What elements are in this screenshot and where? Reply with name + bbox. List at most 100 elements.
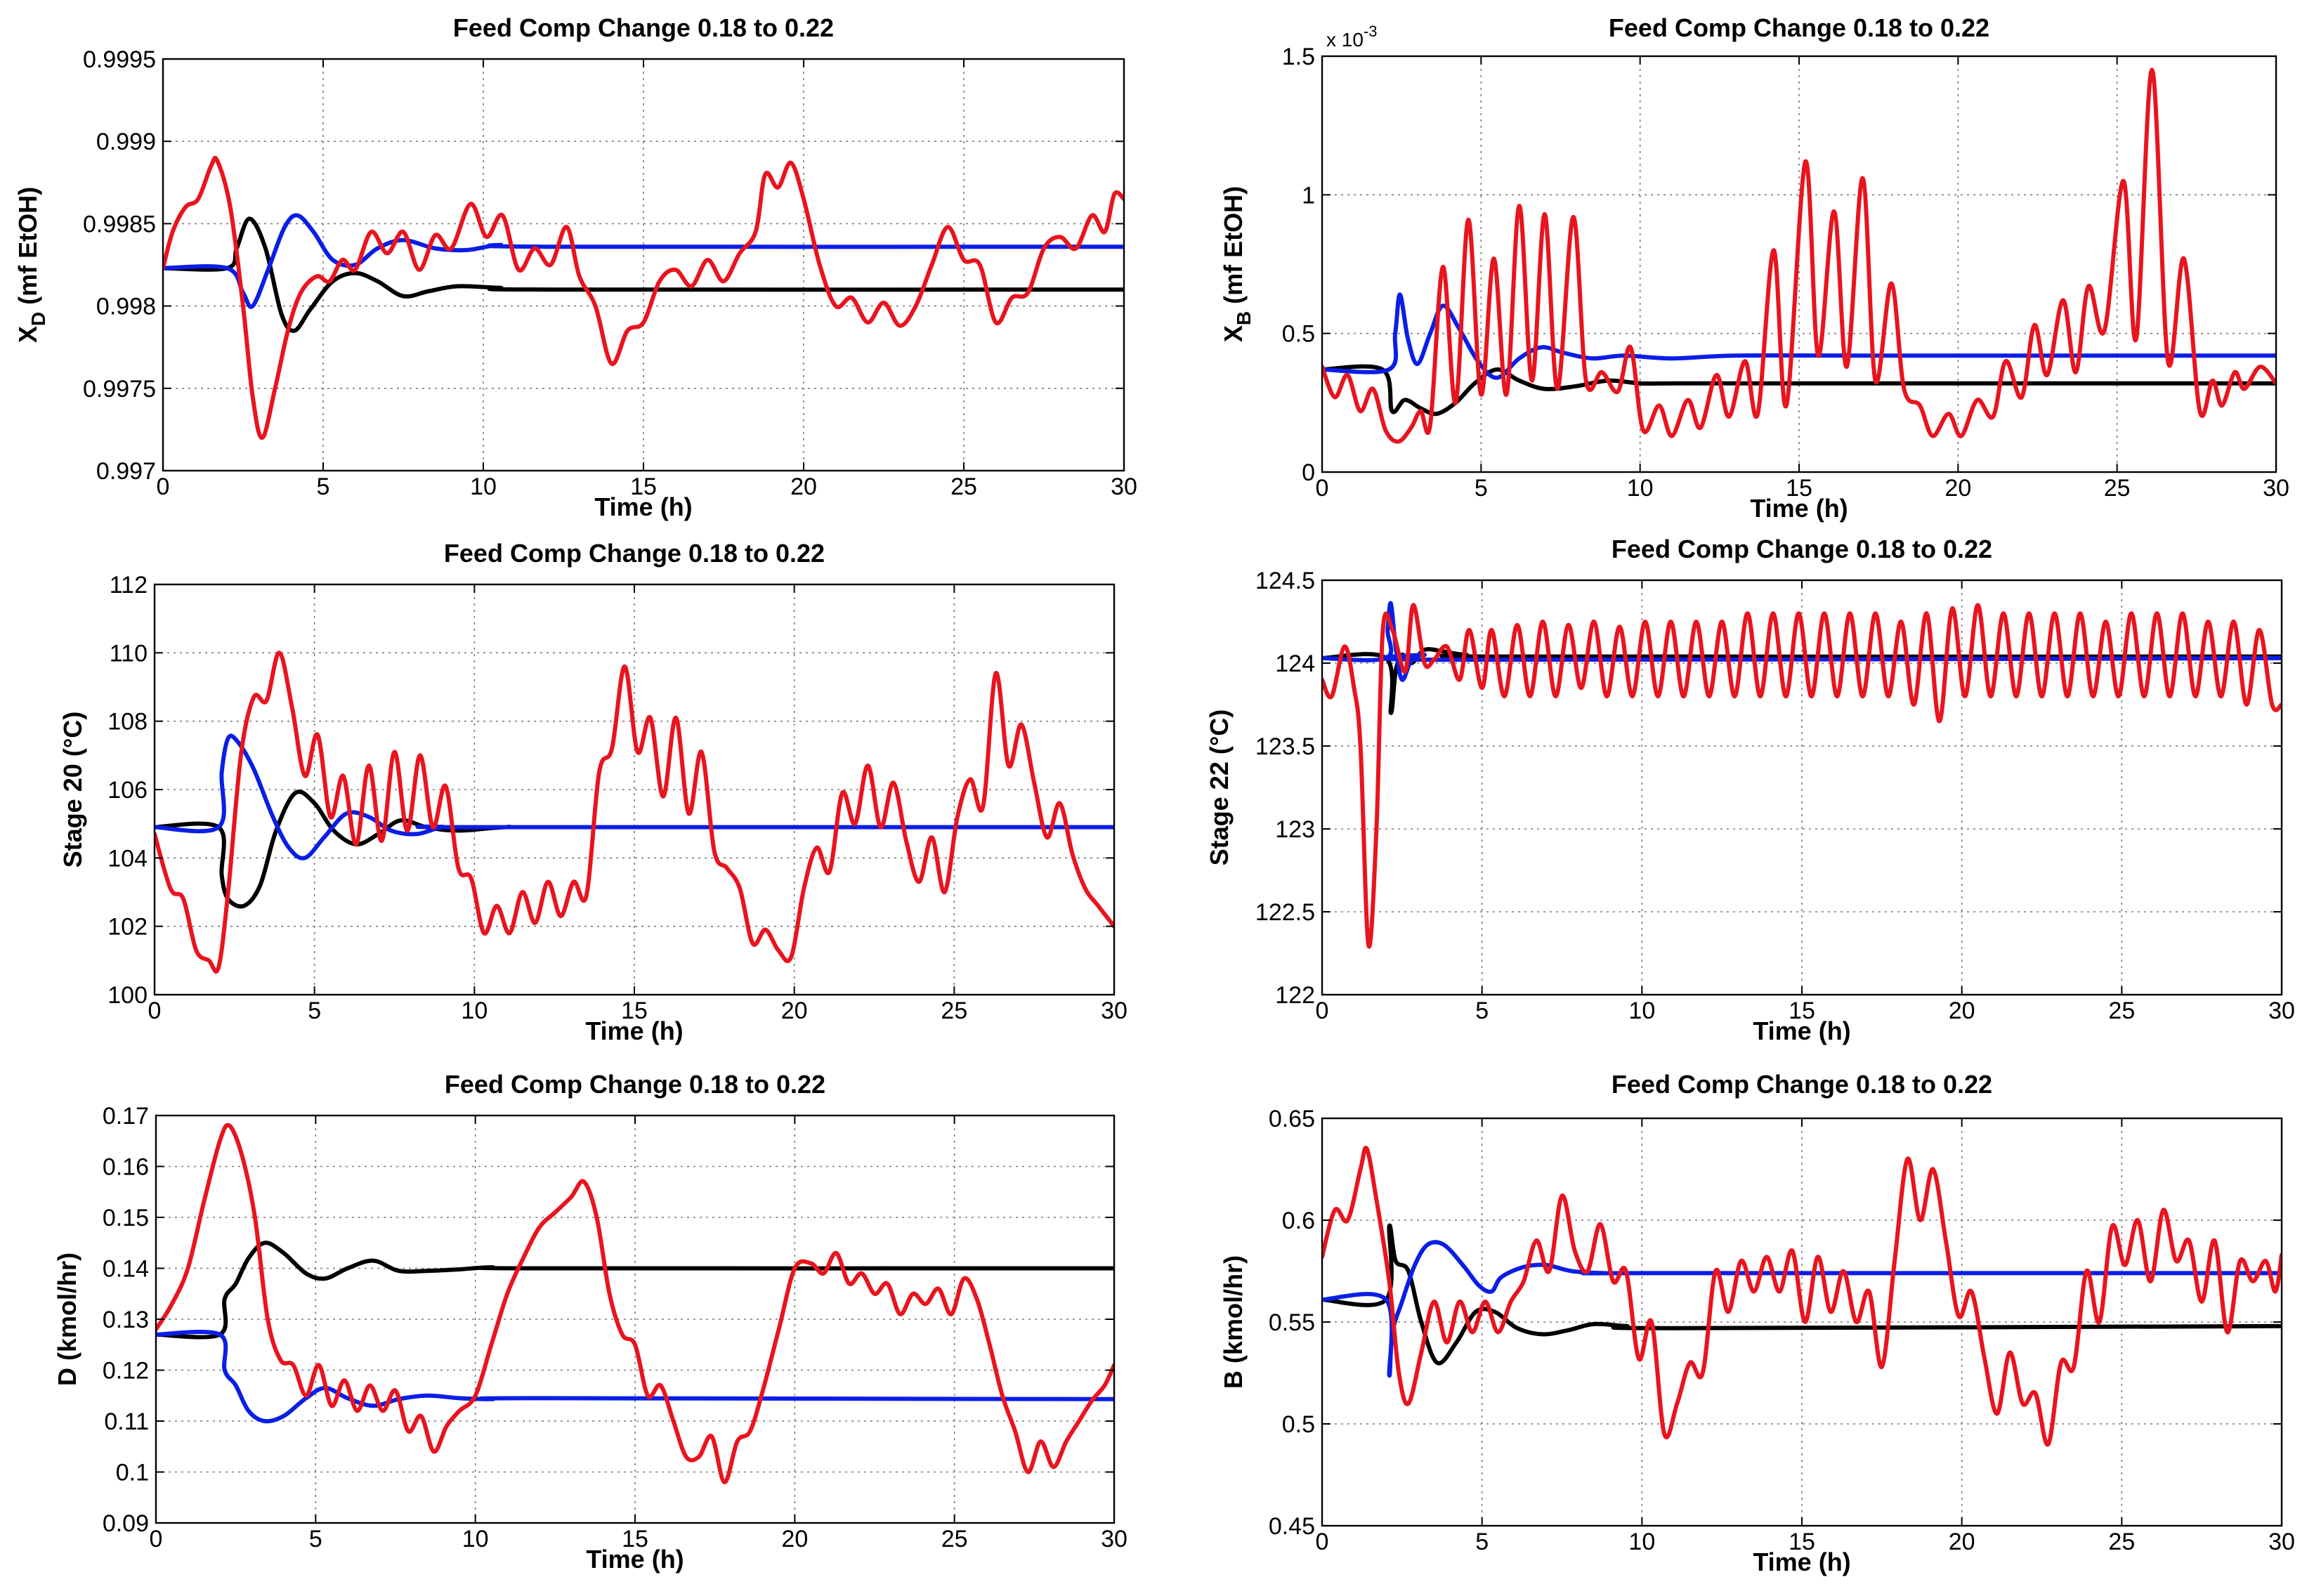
x-tick-label: 5 xyxy=(1475,1529,1489,1555)
x-tick-label: 15 xyxy=(1789,998,1815,1024)
y-tick-label: 0.12 xyxy=(103,1358,149,1385)
chart-title: Feed Comp Change 0.18 to 0.22 xyxy=(1612,535,1992,563)
grid xyxy=(163,59,1124,471)
y-tick-label: 0.65 xyxy=(1269,1106,1315,1132)
x-tick-label: 25 xyxy=(2108,1529,2135,1555)
series-group xyxy=(1322,601,2282,949)
grid xyxy=(155,584,1114,995)
x-tick-label: 25 xyxy=(941,998,967,1024)
y-tick-label: 122 xyxy=(1275,982,1315,1009)
x-tick-label: 0 xyxy=(150,1526,163,1552)
y-axis-label: XB (mf EtOH) xyxy=(1219,186,1255,342)
x-tick-label: 15 xyxy=(1786,475,1812,502)
chart-title: Feed Comp Change 0.18 to 0.22 xyxy=(445,1070,825,1099)
y-tick-label: 0.9995 xyxy=(83,46,156,73)
chart-title: Feed Comp Change 0.18 to 0.22 xyxy=(453,13,834,42)
x-tick-label: 30 xyxy=(2268,1529,2295,1555)
y-axis-label: D (kmol/hr) xyxy=(53,1252,81,1386)
y-tick-label: 110 xyxy=(110,640,148,667)
series-line-red xyxy=(1322,1145,2282,1447)
y-tick-label: 0.55 xyxy=(1269,1309,1315,1336)
y-tick-label: 106 xyxy=(107,777,148,804)
chart-title: Feed Comp Change 0.18 to 0.22 xyxy=(1609,13,1989,42)
y-axis-label: B (kmol/hr) xyxy=(1219,1255,1248,1389)
y-axis-label-main: B (kmol/hr) xyxy=(1219,1255,1248,1389)
x-tick-label: 20 xyxy=(781,998,808,1024)
series-line-black xyxy=(156,1241,1114,1340)
y-tick-label: 123 xyxy=(1275,816,1315,843)
x-tick-label: 10 xyxy=(1628,1529,1655,1555)
y-axis-label-subscript: D xyxy=(27,312,49,326)
y-tick-label: 104 xyxy=(107,845,148,872)
y-axis-label-main: Stage 20 (°C) xyxy=(58,712,87,868)
x-tick-label: 30 xyxy=(1111,473,1137,500)
y-tick-label: 108 xyxy=(107,709,148,735)
x-tick-label: 15 xyxy=(630,473,657,500)
y-axis-label-main: X xyxy=(13,326,42,343)
series-line-black xyxy=(1322,1223,2282,1366)
x-tick-label: 10 xyxy=(462,1526,489,1552)
series-line-blue xyxy=(1322,601,2282,682)
x-tick-label: 15 xyxy=(622,1526,648,1552)
panel-d-flow: 0 5 10 15 20 25 30 0.09 0.1 0.11 0.12 0.13 0.14 0.15 0… xyxy=(53,1070,1127,1574)
series-group xyxy=(1322,1145,2282,1447)
x-tick-label: 25 xyxy=(2108,998,2135,1024)
y-axis-label-rest: (mf EtOH) xyxy=(13,187,42,312)
x-tick-label: 20 xyxy=(1944,475,1971,502)
series-line-red xyxy=(1322,603,2282,949)
x-tick-label: 10 xyxy=(470,473,497,500)
x-tick-label: 30 xyxy=(1101,1526,1127,1552)
y-tick-label: 0.998 xyxy=(96,294,156,320)
x-tick-label: 0 xyxy=(1316,475,1329,502)
y-axis-label: Stage 22 (°C) xyxy=(1205,709,1234,865)
y-tick-label: 123.5 xyxy=(1255,733,1315,760)
series-line-black xyxy=(163,216,1124,333)
y-axis-exponent-base: x 10 xyxy=(1326,29,1364,51)
y-tick-label: 1 xyxy=(1302,182,1315,209)
x-tick-label: 0 xyxy=(1316,998,1329,1024)
y-tick-label: 0.999 xyxy=(96,129,156,155)
y-axis-label-main: Stage 22 (°C) xyxy=(1205,709,1234,865)
x-tick-label: 5 xyxy=(1475,475,1488,502)
panel-xd: 0 5 10 15 20 25 30 0.997 0.9975 0.998 0.9985 0.999 0… xyxy=(13,13,1137,521)
series-group xyxy=(155,650,1114,974)
y-axis-label: Stage 20 (°C) xyxy=(58,712,87,868)
grid xyxy=(1322,580,2282,995)
y-tick-label: 100 xyxy=(107,982,148,1009)
y-tick-label: 112 xyxy=(110,572,148,598)
y-tick-label: 0.9985 xyxy=(83,211,156,237)
grid xyxy=(1322,1118,2282,1526)
x-tick-label: 25 xyxy=(2104,475,2131,502)
plot-area xyxy=(1322,56,2276,472)
y-tick-label: 124 xyxy=(1275,650,1315,677)
grid xyxy=(1322,56,2276,472)
y-axis-label-subscript: B xyxy=(1233,311,1255,325)
series-line-black xyxy=(1322,647,2282,715)
x-tick-label: 5 xyxy=(308,998,321,1024)
y-tick-label: 124.5 xyxy=(1255,568,1315,594)
x-tick-label: 20 xyxy=(1949,1529,1975,1555)
x-axis-label: Time (h) xyxy=(1753,1016,1850,1045)
y-tick-label: 0.5 xyxy=(1282,1411,1315,1438)
series-line-red xyxy=(156,1123,1114,1485)
x-tick-label: 5 xyxy=(317,473,330,500)
x-tick-label: 0 xyxy=(148,998,162,1024)
series-group xyxy=(1322,67,2276,444)
x-tick-label: 15 xyxy=(1789,1529,1815,1555)
y-axis-label-main: D (kmol/hr) xyxy=(53,1252,81,1386)
y-tick-label: 1.5 xyxy=(1282,44,1315,70)
y-axis-label-main: X xyxy=(1219,325,1248,342)
y-axis-exponent: x 10-3 xyxy=(1326,22,1378,51)
series-line-red xyxy=(163,155,1124,440)
panel-b-flow: 0 5 10 15 20 25 30 0.45 0.5 0.55 0.6 0.65 Feed Comp … xyxy=(1219,1070,2295,1576)
y-tick-label: 0.11 xyxy=(104,1408,149,1435)
chart-title: Feed Comp Change 0.18 to 0.22 xyxy=(1612,1070,1992,1099)
x-axis-label: Time (h) xyxy=(586,1545,684,1574)
y-tick-label: 0.45 xyxy=(1269,1513,1315,1540)
x-tick-label: 30 xyxy=(1101,998,1127,1024)
x-tick-label: 10 xyxy=(1627,475,1654,502)
x-tick-label: 0 xyxy=(1316,1529,1329,1555)
y-tick-label: 0.16 xyxy=(103,1154,149,1181)
panel-xb: 0 5 10 15 20 25 30 0 0.5 1 1.5 Feed Comp Change 0.1… xyxy=(1219,13,2289,523)
